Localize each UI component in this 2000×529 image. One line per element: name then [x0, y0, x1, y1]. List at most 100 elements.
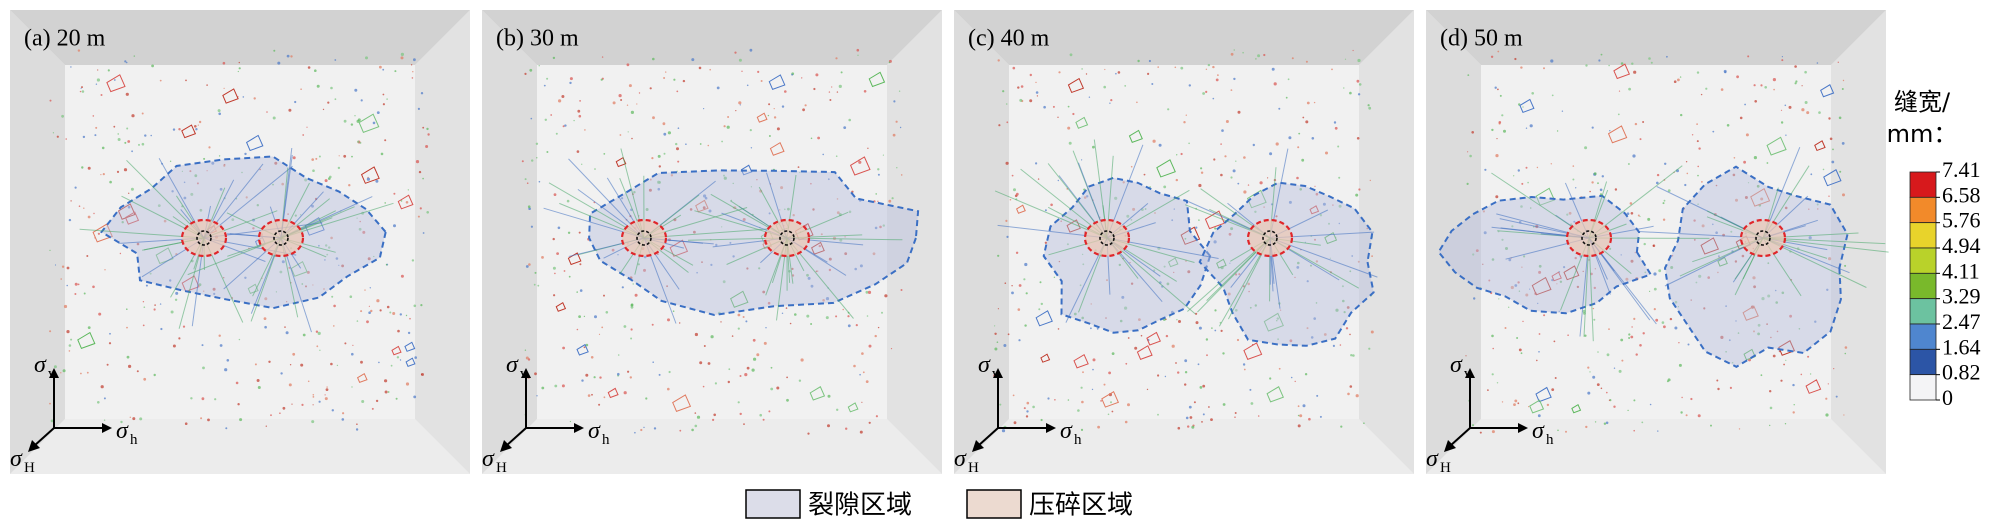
- speckle: [732, 335, 734, 337]
- speckle: [1836, 396, 1838, 398]
- speckle: [1350, 385, 1353, 388]
- speckle: [1198, 363, 1200, 365]
- colorbar-tick-label: 0.82: [1942, 360, 1981, 385]
- speckle: [325, 397, 328, 400]
- speckle: [1217, 74, 1219, 76]
- speckle: [768, 115, 769, 116]
- speckle: [1214, 330, 1216, 332]
- speckle: [1159, 144, 1162, 147]
- speckle: [1340, 426, 1342, 428]
- speckle: [1557, 430, 1559, 432]
- speckle: [1166, 335, 1168, 337]
- speckle: [534, 284, 536, 286]
- speckle: [630, 338, 632, 340]
- speckle: [365, 56, 368, 59]
- speckle: [1644, 243, 1646, 245]
- speckle: [757, 71, 759, 73]
- speckle: [130, 417, 131, 418]
- speckle: [1601, 54, 1603, 56]
- speckle: [1589, 191, 1591, 193]
- speckle: [1231, 89, 1233, 91]
- speckle: [137, 370, 139, 372]
- speckle: [901, 289, 903, 291]
- speckle: [1343, 87, 1344, 88]
- speckle: [422, 178, 424, 180]
- speckle: [143, 301, 144, 302]
- speckle: [1340, 344, 1342, 346]
- speckle: [900, 127, 901, 128]
- colorbar-segment: [1910, 273, 1936, 298]
- speckle: [1727, 124, 1730, 127]
- speckle: [277, 62, 280, 65]
- speckle: [1349, 92, 1352, 95]
- speckle: [126, 308, 128, 310]
- speckle: [1211, 327, 1213, 329]
- speckle: [1502, 401, 1503, 402]
- speckle: [1648, 57, 1651, 60]
- speckle: [624, 391, 627, 394]
- speckle: [667, 388, 670, 391]
- speckle: [387, 306, 390, 309]
- speckle: [317, 85, 320, 88]
- speckle: [1371, 331, 1374, 334]
- speckle: [1631, 326, 1632, 327]
- speckle: [1830, 138, 1833, 141]
- speckle: [1258, 415, 1260, 417]
- speckle: [170, 161, 171, 162]
- speckle: [1631, 63, 1633, 65]
- speckle: [1223, 403, 1226, 406]
- speckle: [550, 114, 552, 116]
- speckle: [1296, 177, 1299, 180]
- speckle: [878, 327, 879, 328]
- speckle: [1016, 252, 1018, 254]
- speckle: [1639, 344, 1642, 347]
- speckle: [774, 108, 775, 109]
- speckle: [1633, 430, 1635, 432]
- speckle: [581, 164, 582, 165]
- speckle: [1807, 356, 1809, 358]
- speckle: [584, 316, 585, 317]
- speckle: [620, 99, 622, 101]
- speckle: [1165, 376, 1166, 377]
- speckle: [376, 400, 378, 402]
- speckle: [1633, 318, 1635, 320]
- speckle: [1216, 79, 1219, 82]
- speckle: [881, 312, 883, 314]
- speckle: [537, 285, 539, 287]
- speckle: [652, 361, 654, 363]
- speckle: [1198, 184, 1201, 187]
- speckle: [306, 127, 307, 128]
- speckle: [1005, 282, 1007, 284]
- speckle: [200, 417, 202, 419]
- speckle: [114, 79, 116, 81]
- speckle: [419, 171, 421, 173]
- speckle: [1172, 345, 1175, 348]
- speckle: [126, 128, 128, 130]
- speckle: [1019, 99, 1022, 102]
- speckle: [61, 115, 64, 118]
- colorbar-segment: [1910, 172, 1936, 197]
- colorbar-tick-label: 3.29: [1942, 284, 1981, 309]
- speckle: [303, 334, 306, 337]
- speckle: [1845, 346, 1848, 349]
- speckle: [630, 376, 632, 378]
- speckle: [685, 143, 687, 145]
- speckle: [1842, 88, 1844, 90]
- speckle: [627, 63, 630, 66]
- speckle: [579, 232, 581, 234]
- speckle: [1631, 212, 1634, 215]
- speckle: [1243, 156, 1246, 159]
- speckle: [218, 109, 221, 112]
- speckle: [1279, 368, 1281, 370]
- speckle: [97, 69, 98, 70]
- speckle: [1609, 130, 1610, 131]
- speckle: [1037, 95, 1038, 96]
- speckle: [1235, 161, 1236, 162]
- speckle: [1175, 362, 1177, 364]
- speckle: [1149, 60, 1151, 62]
- speckle: [1842, 193, 1845, 196]
- speckle: [1334, 121, 1336, 123]
- speckle: [704, 345, 706, 347]
- speckle: [1308, 418, 1311, 421]
- speckle: [93, 115, 95, 117]
